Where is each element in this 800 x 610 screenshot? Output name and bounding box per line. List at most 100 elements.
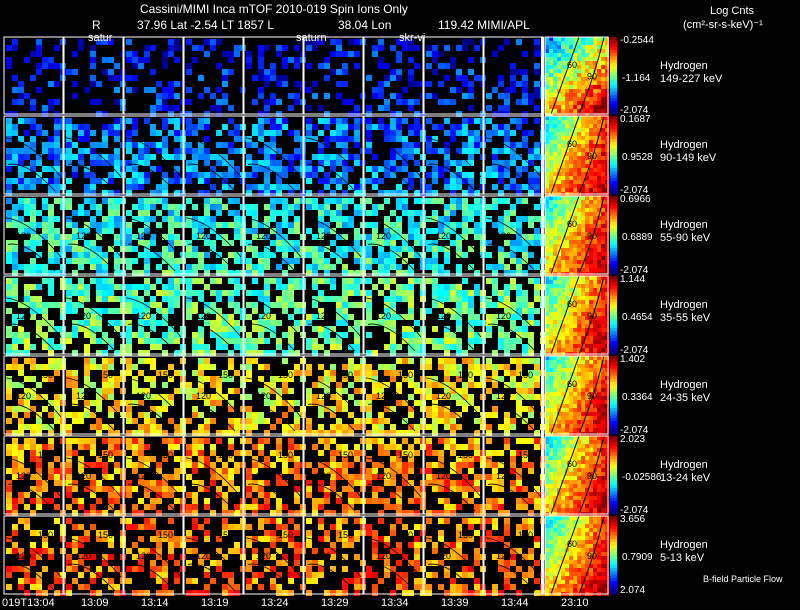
panel-border — [363, 36, 424, 115]
panel-border — [3, 275, 64, 355]
panel-contour-label: 150 — [458, 450, 473, 460]
colorbar-mid-label: 0.3364 — [622, 392, 653, 404]
panel-r5-t5: 120 150 — [305, 438, 366, 516]
panel-border — [303, 355, 364, 435]
panel-border — [303, 195, 364, 275]
panel-contour-label: 120 — [436, 551, 451, 561]
panel-contour-label: 120 — [196, 471, 211, 481]
panel-r3-t0: 120 — [5, 278, 66, 356]
panel-contour-label: 120 — [316, 311, 331, 321]
species-label: Hydrogen — [660, 539, 708, 552]
panel-contour-label: 150 — [38, 530, 53, 540]
panel-contour-label: 120 — [496, 311, 511, 321]
panel-r6-t0: 120 150 — [5, 518, 66, 596]
species-label: Hydrogen — [660, 379, 708, 392]
panel-contour-label: 150 — [158, 370, 173, 380]
panel-contour-label: 120 — [436, 311, 451, 321]
species-label: Hydrogen — [660, 139, 708, 152]
panel-r4-t6: 120 150 — [365, 358, 426, 436]
colorbar-min-label: -2.074 — [620, 425, 649, 436]
summary-panel-border — [544, 36, 609, 115]
panel-contour-label: 150 — [98, 530, 113, 540]
panel-r3-t4: 120 — [245, 278, 306, 356]
panel-contour-label: 120 — [196, 391, 211, 401]
summary-panel-r4: 60 90 — [545, 355, 609, 436]
panel-border — [63, 515, 124, 595]
overlay-label-skr: skr-vi — [399, 32, 426, 44]
overlay-label-satur: satur — [88, 32, 113, 44]
panel-border — [183, 115, 244, 195]
colorbar-min-label: 2.074 — [620, 585, 646, 596]
colorbar-r2 — [610, 196, 617, 275]
panel-border — [303, 435, 364, 515]
panel-r5-t3: 120 150 — [185, 438, 246, 516]
panel-r6-t3: 120 150 — [185, 518, 246, 596]
summary-panel-r5: 60 90 — [545, 435, 609, 516]
panel-r0-t7 — [426, 39, 486, 117]
time-tick-label: 23:10 — [561, 597, 589, 609]
panel-border — [183, 435, 244, 515]
panel-contour-label: 120 — [136, 471, 151, 481]
panel-contour-label: 150 — [458, 530, 473, 540]
panel-contour-label: 120 — [256, 551, 271, 561]
panel-contour-label: 150 — [98, 450, 113, 460]
colorbar-min-label: -2.074 — [620, 185, 649, 196]
time-tick-label: 13:34 — [381, 597, 409, 609]
panel-r4-t2: 120 150 — [125, 358, 186, 436]
panel-r3-t5: 120 — [305, 278, 366, 356]
panel-contour-label: 120 — [376, 551, 391, 561]
panel-contour-label: 150 — [38, 370, 53, 380]
colorbar-max-label: 1.144 — [620, 274, 646, 285]
panel-contour-label: 120 — [436, 391, 451, 401]
panel-r4-t8: 120 150 — [485, 358, 546, 436]
panel-contour-label: 120 — [256, 231, 271, 241]
colorbar-mid-label: 0.4654 — [622, 312, 653, 324]
summary-contour-label: 60 — [567, 299, 577, 309]
panel-r0-t8 — [486, 39, 546, 117]
panel-r5-t1: 120 150 — [65, 438, 126, 516]
panel-contour-label: 120 — [256, 311, 271, 321]
panel-r6-t1: 120 150 — [65, 518, 126, 596]
panel-contour-label: 120 — [76, 471, 91, 481]
summary-contour-label: 60 — [567, 379, 577, 389]
panel-r4-t1: 120 150 — [65, 358, 126, 436]
panel-border — [183, 195, 244, 275]
panel-r0-t2 — [126, 39, 186, 117]
panel-contour-label: 120 — [316, 391, 331, 401]
summary-contour-label: 90 — [587, 471, 597, 481]
panel-border — [63, 115, 124, 195]
panel-r5-t2: 120 150 — [125, 438, 186, 516]
panel-r2-t8: 120 — [485, 198, 546, 276]
time-tick-label: 13:39 — [441, 597, 469, 609]
colorbar-max-label: 0.1687 — [620, 114, 651, 125]
summary-contour-label: 90 — [587, 151, 597, 161]
panel-r5-t7: 120 150 — [425, 438, 486, 516]
summary-contour-label: 60 — [567, 219, 577, 229]
energy-range-label: 13-24 keV — [660, 472, 711, 485]
panel-border — [3, 36, 64, 115]
panel-r0-t4 — [246, 39, 306, 117]
panel-contour-label: 150 — [218, 370, 233, 380]
panel-border — [63, 355, 124, 435]
panel-r2-t5: 120 — [305, 198, 366, 276]
panel-border — [243, 435, 304, 515]
panel-r1-t3 — [185, 118, 246, 196]
panel-r3-t3: 120 — [185, 278, 246, 356]
panel-border — [423, 115, 484, 195]
summary-panel-r2: 60 90 — [545, 195, 609, 276]
panel-r2-t4: 120 — [245, 198, 306, 276]
panel-contour-label: 150 — [398, 450, 413, 460]
colorbar-max-label: 3.656 — [620, 514, 646, 525]
colorbar-mid-label: -0.02586 — [622, 472, 662, 484]
panel-r1-t0 — [5, 118, 66, 196]
panel-contour-label: 150 — [278, 530, 293, 540]
panel-border — [123, 36, 184, 115]
panel-r4-t5: 120 150 — [305, 358, 366, 436]
panel-border — [363, 515, 424, 595]
panel-contour-label: 120 — [16, 391, 31, 401]
r-label: R — [92, 18, 101, 32]
time-tick-label: 13:24 — [261, 597, 289, 609]
panel-contour-label: 120 — [256, 391, 271, 401]
summary-panel-r3: 60 90 — [545, 275, 609, 356]
time-tick-label: 019T13:04 — [2, 597, 55, 609]
